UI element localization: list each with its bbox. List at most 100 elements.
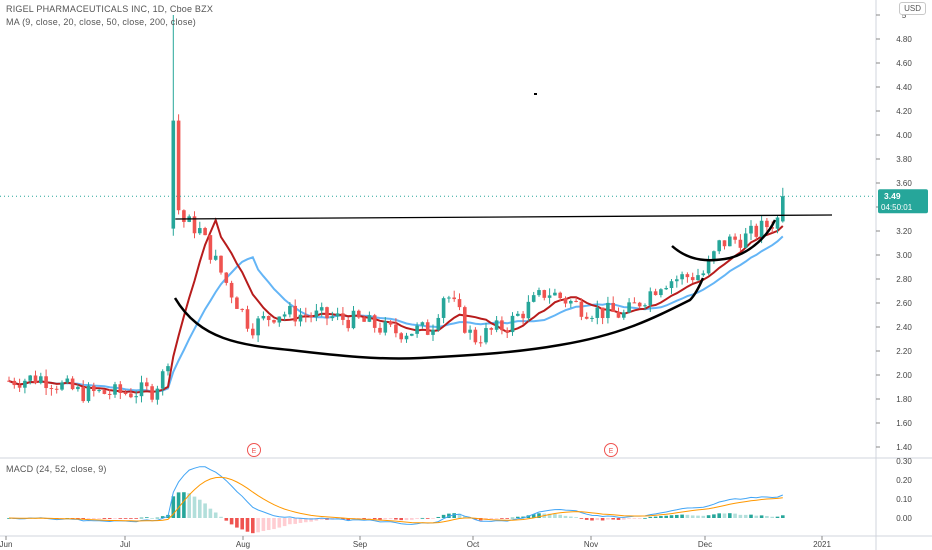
candle-body — [113, 384, 117, 395]
macd-histogram-bar — [129, 518, 133, 519]
macd-histogram-bar — [685, 514, 690, 518]
macd-line — [8, 466, 783, 525]
candle-body — [717, 240, 721, 252]
candle-body — [701, 273, 706, 276]
macd-histogram-bar — [134, 518, 138, 519]
macd-tick-label: 0.30 — [896, 457, 912, 466]
candle-body — [28, 375, 32, 381]
candle-body — [447, 297, 451, 299]
candle-body — [531, 295, 536, 302]
macd-histogram-bar — [272, 518, 276, 530]
candle-body — [235, 297, 239, 309]
macd-histogram-bar — [219, 516, 223, 518]
macd-histogram-bar — [765, 515, 769, 518]
macd-histogram-bar — [759, 515, 764, 518]
macd-histogram-bar — [653, 516, 658, 518]
price-tick-label: 3.20 — [896, 227, 912, 236]
candle-body — [500, 320, 504, 331]
price-tick-label: 4.40 — [896, 83, 912, 92]
macd-legend: MACD (24, 52, close, 9) — [6, 464, 107, 474]
macd-histogram-bar — [749, 514, 753, 518]
candle-body — [468, 329, 472, 333]
macd-histogram-bar — [314, 518, 319, 521]
candle-body — [224, 272, 229, 283]
macd-histogram-bar — [521, 516, 525, 518]
macd-histogram-bar — [733, 513, 737, 518]
macd-histogram-bar — [118, 518, 123, 519]
candle-body — [70, 378, 75, 390]
candle-body — [399, 333, 403, 340]
candle-body — [685, 274, 690, 278]
macd-histogram-bar — [123, 518, 128, 519]
candle-body — [574, 300, 578, 302]
candle-body — [23, 380, 27, 388]
macd-histogram-bar — [754, 515, 759, 518]
candle-body — [611, 302, 615, 312]
macd-histogram-bar — [139, 517, 144, 519]
price-tick-label: 3.00 — [896, 251, 912, 260]
candle-body — [415, 325, 419, 334]
macd-histogram-bar — [425, 518, 430, 519]
macd-histogram-bar — [240, 518, 244, 530]
candle-body — [97, 390, 101, 392]
candle-body — [733, 236, 737, 240]
candle-body — [171, 120, 176, 229]
macd-histogram-bar — [600, 518, 605, 521]
candle-body — [441, 298, 446, 318]
earnings-marker-label: E — [252, 448, 257, 455]
candle-body — [7, 380, 11, 382]
candle-body — [44, 376, 48, 389]
macd-histogram-bar — [97, 518, 101, 519]
macd-histogram-bar — [293, 518, 297, 524]
candle-body — [553, 292, 557, 296]
macd-histogram-bar — [319, 518, 324, 520]
price-tick-label: 2.60 — [896, 299, 912, 308]
macd-histogram-bar — [595, 518, 600, 521]
candle-body — [229, 282, 234, 298]
candle-body — [145, 382, 149, 387]
candle-body — [86, 385, 91, 402]
macd-histogram-bar — [494, 518, 499, 519]
candle-body — [54, 388, 59, 390]
candle-body — [404, 335, 409, 340]
macd-histogram-bar — [213, 512, 218, 518]
macd-histogram-bar — [505, 518, 509, 519]
resistance-line — [175, 214, 833, 220]
candle-body — [436, 317, 441, 330]
time-tick-label: Jul — [120, 540, 130, 549]
macd-histogram-bar — [738, 514, 743, 518]
macd-histogram-bar — [266, 518, 271, 531]
candle-body — [298, 314, 303, 322]
macd-histogram-bar — [632, 518, 637, 519]
macd-histogram-bar — [510, 517, 515, 519]
macd-histogram-bar — [531, 514, 536, 518]
candle-body — [579, 301, 584, 317]
candle-body — [139, 382, 144, 397]
candle-body — [420, 322, 425, 326]
candle-body — [394, 324, 398, 334]
macd-histogram-bar — [261, 518, 266, 532]
candle-body — [150, 386, 154, 400]
macd-histogram-bar — [775, 516, 780, 518]
time-tick-label: Jun — [0, 540, 12, 549]
macd-histogram-bar — [648, 516, 653, 518]
macd-histogram-bar — [781, 515, 785, 518]
macd-histogram-bar — [113, 518, 117, 519]
price-tick-label: 3.60 — [896, 179, 912, 188]
candle-body — [208, 235, 213, 260]
macd-histogram-bar — [107, 518, 112, 519]
candle-body — [457, 299, 462, 308]
macd-histogram-bar — [611, 518, 615, 520]
candle-body — [722, 240, 727, 247]
candle-body — [489, 328, 494, 330]
candle-body — [680, 274, 684, 280]
macd-histogram-bar — [341, 518, 345, 520]
currency-button[interactable]: USD — [899, 2, 926, 15]
candle-body — [706, 260, 711, 274]
time-tick-label: Oct — [467, 540, 480, 549]
candle-body — [690, 277, 695, 281]
macd-histogram-bar — [160, 516, 165, 518]
candle-body — [219, 255, 223, 273]
macd-histogram-bar — [712, 514, 716, 518]
